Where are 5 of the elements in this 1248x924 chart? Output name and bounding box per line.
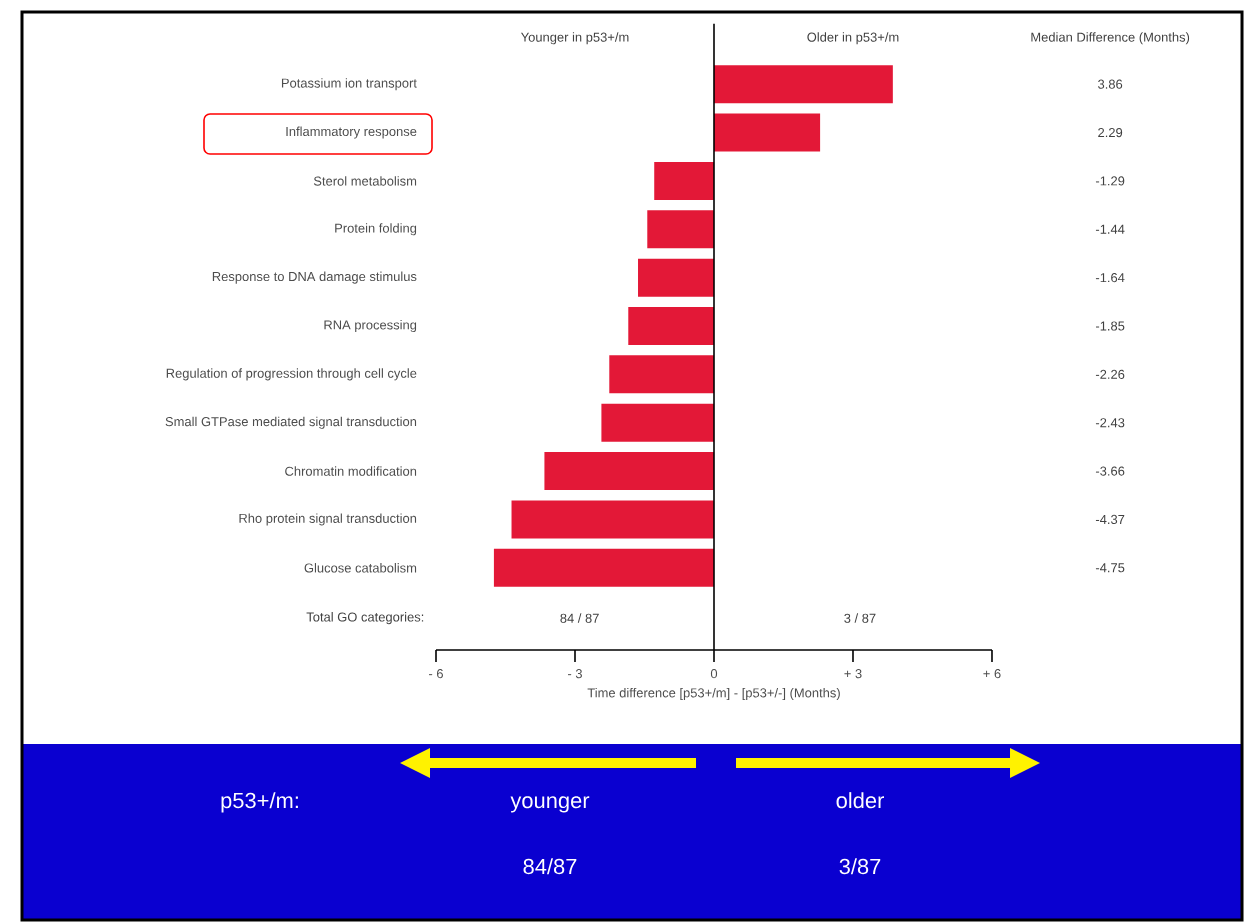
text: older: [836, 792, 884, 809]
text: 84/87: [523, 858, 577, 875]
text: 3/87: [839, 858, 881, 875]
text: p53+/m:: [221, 792, 298, 813]
text: younger: [510, 796, 590, 813]
